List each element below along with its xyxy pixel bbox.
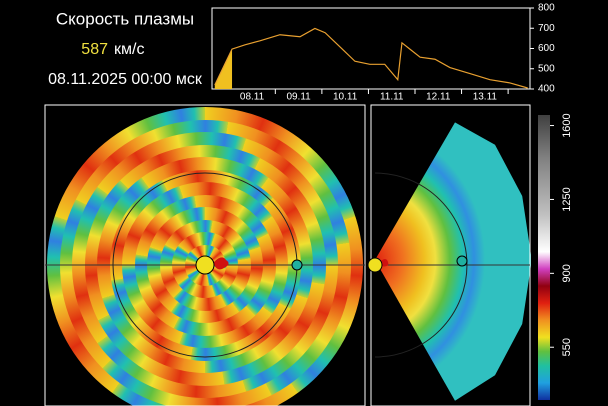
y-tick-label: 800 xyxy=(538,3,555,14)
cme xyxy=(214,257,229,270)
x-tick-label: 09.11 xyxy=(286,92,311,103)
x-tick-label: 13.11 xyxy=(473,92,498,103)
colorbar-tick-label: 550 xyxy=(561,338,573,356)
x-tick-label: 12.11 xyxy=(426,92,451,103)
earth xyxy=(291,259,303,271)
y-tick-label: 600 xyxy=(538,43,555,54)
colorbar xyxy=(538,115,550,400)
disk-frame xyxy=(44,104,366,406)
colorbar-tick-label: 900 xyxy=(561,264,573,282)
y-tick-label: 400 xyxy=(538,84,555,95)
title: Скорость плазмы xyxy=(56,9,194,28)
date: 08.11.2025 00:00 мск xyxy=(48,71,203,88)
y-tick-label: 500 xyxy=(538,63,555,74)
speed-unit: км/с xyxy=(114,41,144,58)
sun xyxy=(367,257,383,273)
speed-line xyxy=(214,27,528,89)
colorbar-tick-label: 1250 xyxy=(561,187,573,211)
x-tick-label: 10.11 xyxy=(333,92,358,103)
x-tick-label: 08.11 xyxy=(240,92,265,103)
colorbar-tick-label: 1600 xyxy=(561,113,573,137)
wedge-frame xyxy=(370,104,531,406)
speed-value: 587 xyxy=(81,41,108,58)
earth-orbit xyxy=(374,172,468,358)
y-tick-label: 700 xyxy=(538,23,555,34)
earth xyxy=(456,255,468,267)
wedge-map xyxy=(371,105,531,406)
x-tick-label: 11.11 xyxy=(380,92,404,103)
sun xyxy=(195,255,215,275)
